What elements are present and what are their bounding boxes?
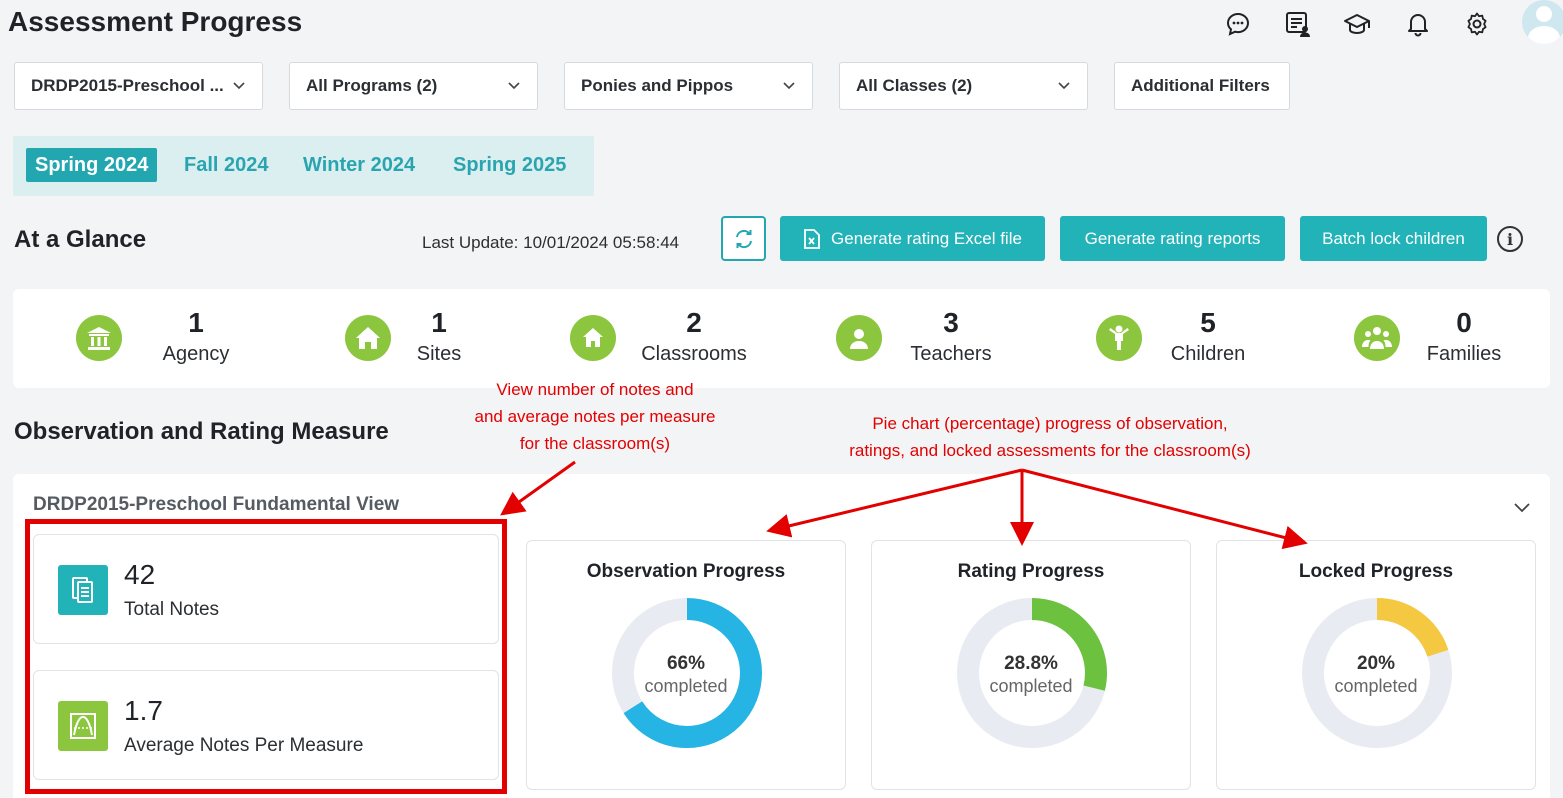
locked-progress-card: Locked Progress 20% completed <box>1216 540 1536 790</box>
generate-excel-label: Generate rating Excel file <box>831 228 1022 248</box>
rating-donut-arc <box>957 598 1107 748</box>
gear-icon[interactable] <box>1463 10 1491 38</box>
tab-spring-2024[interactable]: Spring 2024 <box>26 148 158 182</box>
teacher-icon <box>836 315 882 361</box>
chevron-down-icon <box>507 79 521 93</box>
graduation-cap-icon[interactable] <box>1343 10 1371 38</box>
total-notes-card: 42 Total Notes <box>33 534 499 644</box>
assessment-select[interactable]: DRDP2015-Preschool ... <box>14 62 263 110</box>
donut-title: Locked Progress <box>1298 561 1454 582</box>
classes-select[interactable]: All Classes (2) <box>839 62 1088 110</box>
average-notes-label: Average Notes Per Measure <box>124 735 364 756</box>
annotation-line: ratings, and locked assessments for the … <box>849 441 1251 460</box>
avatar[interactable] <box>1522 0 1563 44</box>
average-notes-value: 1.7 <box>124 695 163 726</box>
classes-select-label: All Classes (2) <box>856 76 973 95</box>
annotation-line: View number of notes and <box>496 380 694 399</box>
stat-value: 1 <box>188 307 204 338</box>
donut-title: Rating Progress <box>957 561 1105 582</box>
total-notes-value: 42 <box>124 559 156 590</box>
last-update: Last Update: 10/01/2024 05:58:44 <box>422 233 680 252</box>
refresh-button[interactable] <box>721 216 766 261</box>
notes-annotation: View number of notes and and average not… <box>440 376 750 457</box>
batch-lock-button[interactable]: Batch lock children <box>1300 216 1487 261</box>
assessment-select-label: DRDP2015-Preschool ... <box>31 76 224 95</box>
site-select-label: Ponies and Pippos <box>581 76 734 95</box>
additional-filters-button[interactable]: Additional Filters <box>1114 62 1290 110</box>
annotation-highlight-box <box>25 519 507 794</box>
pie-annotation: Pie chart (percentage) progress of obser… <box>800 410 1300 464</box>
observation-donut <box>612 598 762 748</box>
home-icon <box>345 315 391 361</box>
excel-file-icon <box>803 228 821 249</box>
locked-donut-arc <box>1302 598 1452 748</box>
generate-reports-button[interactable]: Generate rating reports <box>1060 216 1285 261</box>
stats-card: 1 Agency 1 Sites 2 Classrooms 3 Teachers… <box>13 289 1550 388</box>
site-select[interactable]: Ponies and Pippos <box>564 62 813 110</box>
refresh-icon <box>735 229 752 248</box>
stat-value: 3 <box>943 307 959 338</box>
stat-label: Classrooms <box>641 343 747 365</box>
donut-title: Observation Progress <box>586 561 786 582</box>
stat-label: Teachers <box>910 343 992 365</box>
tab-winter-2024[interactable]: Winter 2024 <box>303 153 416 176</box>
observation-progress-card: Observation Progress 66% completed <box>526 540 846 790</box>
info-icon[interactable]: i <box>1497 226 1523 252</box>
child-icon <box>1096 315 1142 361</box>
term-tabs: Spring 2024 Fall 2024 Winter 2024 Spring… <box>13 136 594 196</box>
page-title: Assessment Progress <box>8 6 303 37</box>
annotation-line: Pie chart (percentage) progress of obser… <box>872 414 1228 433</box>
building-icon <box>76 315 122 361</box>
locked-donut <box>1302 598 1452 748</box>
donut-sublabel: completed <box>644 676 728 696</box>
stat-label: Agency <box>162 343 230 365</box>
rating-donut <box>957 598 1107 748</box>
annotation-line: for the classroom(s) <box>519 434 671 453</box>
notes-icon <box>58 565 108 615</box>
stat-value: 2 <box>686 307 702 338</box>
donut-percent: 28.8% <box>1004 653 1058 674</box>
stat-label: Children <box>1170 343 1246 365</box>
observation-title: Observation and Rating Measure <box>14 418 389 445</box>
stat-value: 0 <box>1456 307 1472 338</box>
bell-icon[interactable] <box>1404 10 1432 38</box>
programs-select-label: All Programs (2) <box>306 76 438 95</box>
stat-value: 1 <box>431 307 447 338</box>
notes-user-icon[interactable] <box>1284 10 1312 38</box>
additional-filters-label: Additional Filters <box>1131 76 1270 95</box>
total-notes-label: Total Notes <box>124 599 220 620</box>
rating-progress-card: Rating Progress 28.8% completed <box>871 540 1191 790</box>
donut-sublabel: completed <box>989 676 1073 696</box>
chevron-down-icon[interactable] <box>1512 498 1532 518</box>
tab-fall-2024[interactable]: Fall 2024 <box>184 153 269 176</box>
stat-label: Sites <box>416 343 462 365</box>
chevron-down-icon <box>232 79 246 93</box>
chevron-down-icon <box>782 79 796 93</box>
chat-bubble-icon[interactable] <box>1224 10 1252 38</box>
observation-donut-arc <box>612 598 762 748</box>
glance-title: At a Glance <box>14 226 147 253</box>
generate-excel-button[interactable]: Generate rating Excel file <box>780 216 1045 261</box>
family-icon <box>1354 315 1400 361</box>
programs-select[interactable]: All Programs (2) <box>289 62 538 110</box>
chevron-down-icon <box>1057 79 1071 93</box>
donut-percent: 20% <box>1356 653 1396 674</box>
annotation-line: and average notes per measure <box>474 407 716 426</box>
average-notes-card: 1.7 Average Notes Per Measure <box>33 670 499 780</box>
donut-percent: 66% <box>666 653 706 674</box>
tab-spring-2025[interactable]: Spring 2025 <box>453 153 567 176</box>
stat-value: 5 <box>1200 307 1216 338</box>
view-title: DRDP2015-Preschool Fundamental View <box>33 494 400 515</box>
stat-label: Families <box>1426 343 1502 365</box>
average-chart-icon <box>58 701 108 751</box>
donut-sublabel: completed <box>1334 676 1418 696</box>
classroom-home-icon <box>570 315 616 361</box>
